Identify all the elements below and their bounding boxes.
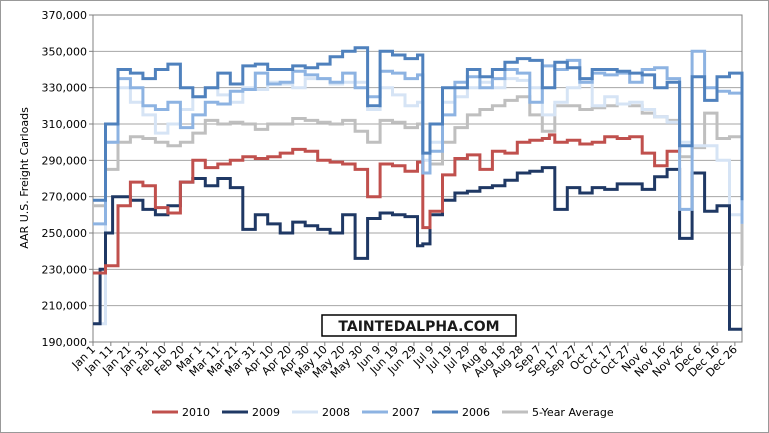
legend-label: 2007	[392, 406, 420, 419]
y-axis: 190,000 210,000 230,000 250,000 270,000 290,0…	[42, 9, 93, 349]
series-group	[93, 46, 744, 331]
y-tick-label: 190,000	[42, 336, 88, 349]
legend: 2010 2009 2008 2007 2006 5-Year Average	[152, 406, 614, 419]
watermark-logo: TAINTEDALPHA.COM	[321, 314, 517, 337]
legend-label: 2010	[182, 406, 210, 419]
y-tick-label: 370,000	[42, 9, 88, 22]
y-tick-label: 230,000	[42, 263, 88, 276]
legend-label: 2006	[462, 406, 490, 419]
y-axis-label: AAR U.S. Freight Carloads	[18, 107, 31, 249]
watermark-text: TAINTEDALPHA.COM	[338, 319, 499, 335]
series-line-2006	[93, 46, 744, 202]
y-tick-label: 210,000	[42, 300, 88, 313]
legend-label: 5-Year Average	[532, 406, 614, 419]
y-tick-label: 250,000	[42, 227, 88, 240]
y-tick-label: 290,000	[42, 154, 88, 167]
legend-label: 2009	[252, 406, 280, 419]
y-tick-label: 270,000	[42, 191, 88, 204]
y-tick-label: 330,000	[42, 82, 88, 95]
legend-label: 2008	[322, 406, 350, 419]
y-tick-label: 310,000	[42, 118, 88, 131]
series-line-2010	[93, 133, 682, 275]
y-tick-label: 350,000	[42, 45, 88, 58]
